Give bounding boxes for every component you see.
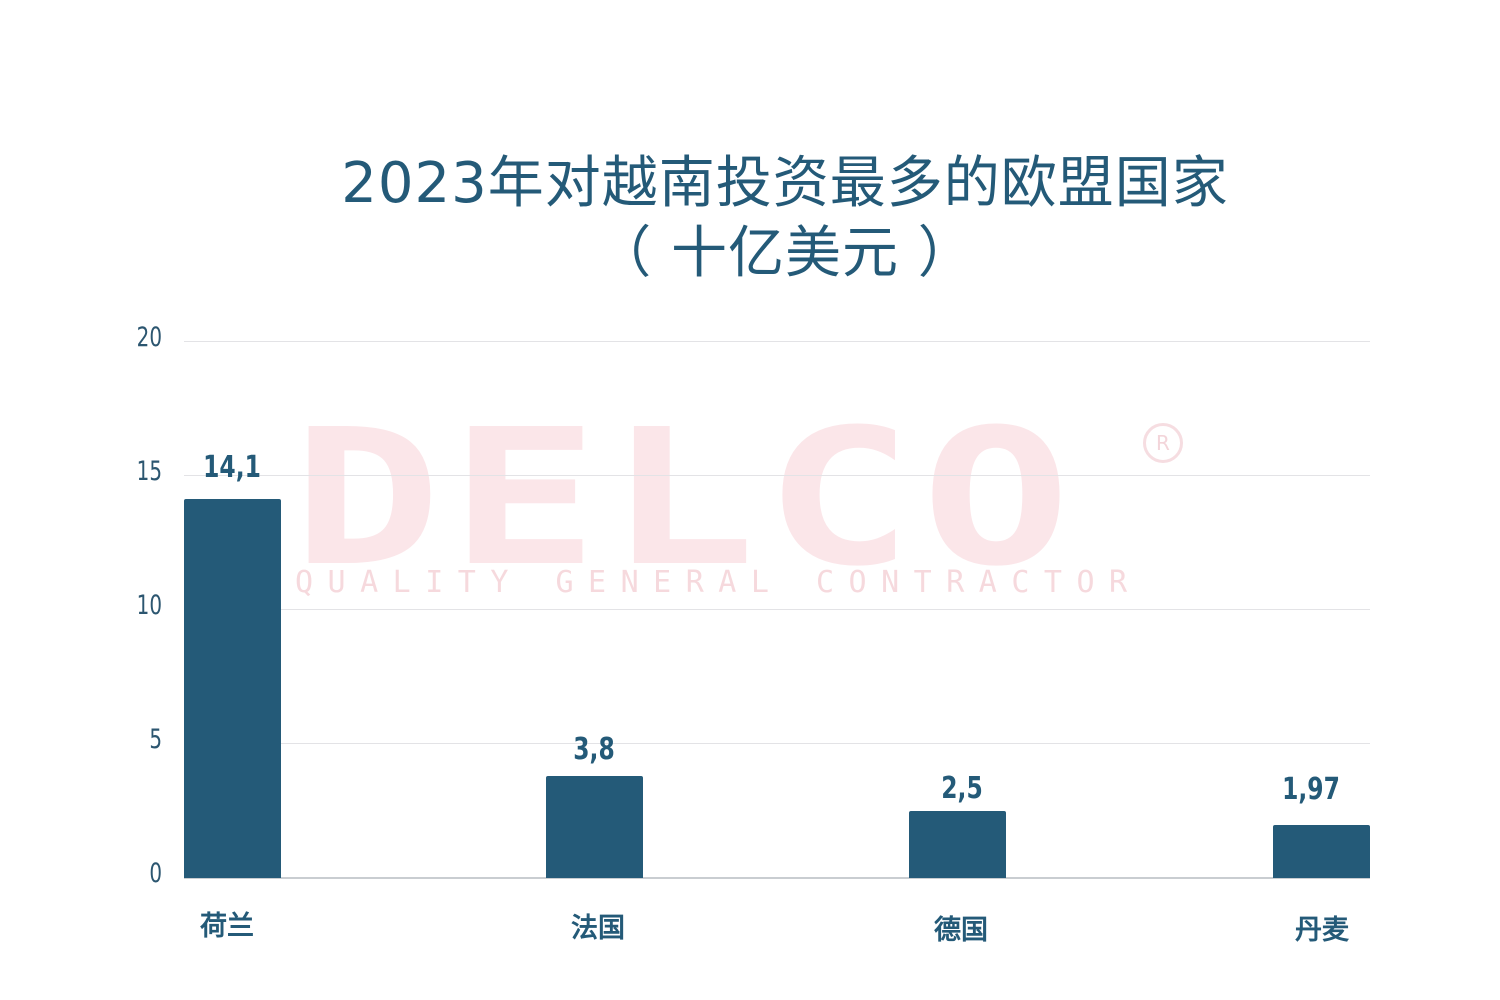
plot-area <box>184 341 1370 879</box>
x-axis-baseline <box>184 877 1370 879</box>
y-tick-0: 0 <box>149 858 162 889</box>
x-label-denmark: 丹麦 <box>1295 915 1349 946</box>
x-label-netherlands: 荷兰 <box>200 911 254 942</box>
y-tick-20: 20 <box>136 322 162 353</box>
gridline-20 <box>184 341 1370 342</box>
x-label-germany: 德国 <box>934 915 988 946</box>
y-tick-15: 15 <box>136 456 162 487</box>
x-label-france: 法国 <box>571 913 625 944</box>
value-label-denmark: 1,97 <box>1282 772 1340 807</box>
gridline-5 <box>184 743 1370 744</box>
chart-title-unit: （ 十亿美元 ） <box>595 221 975 286</box>
y-tick-10: 10 <box>136 590 162 621</box>
bar-denmark <box>1273 825 1370 878</box>
y-tick-5: 5 <box>149 724 162 755</box>
gridline-10 <box>184 609 1370 610</box>
value-label-germany: 2,5 <box>941 771 983 806</box>
watermark-tagline: QUALITY GENERAL CONTRACTOR <box>295 565 1142 600</box>
watermark-logo: DELCO <box>292 389 1079 608</box>
bar-france <box>546 776 643 878</box>
chart-title-line1: 2023年对越南投资最多的欧盟国家 <box>341 151 1229 216</box>
value-label-netherlands: 14,1 <box>203 450 261 485</box>
value-label-france: 3,8 <box>573 732 615 767</box>
registered-mark-icon: R <box>1143 423 1183 463</box>
bar-netherlands <box>184 499 281 878</box>
gridline-15 <box>184 475 1370 476</box>
bar-germany <box>909 811 1006 878</box>
